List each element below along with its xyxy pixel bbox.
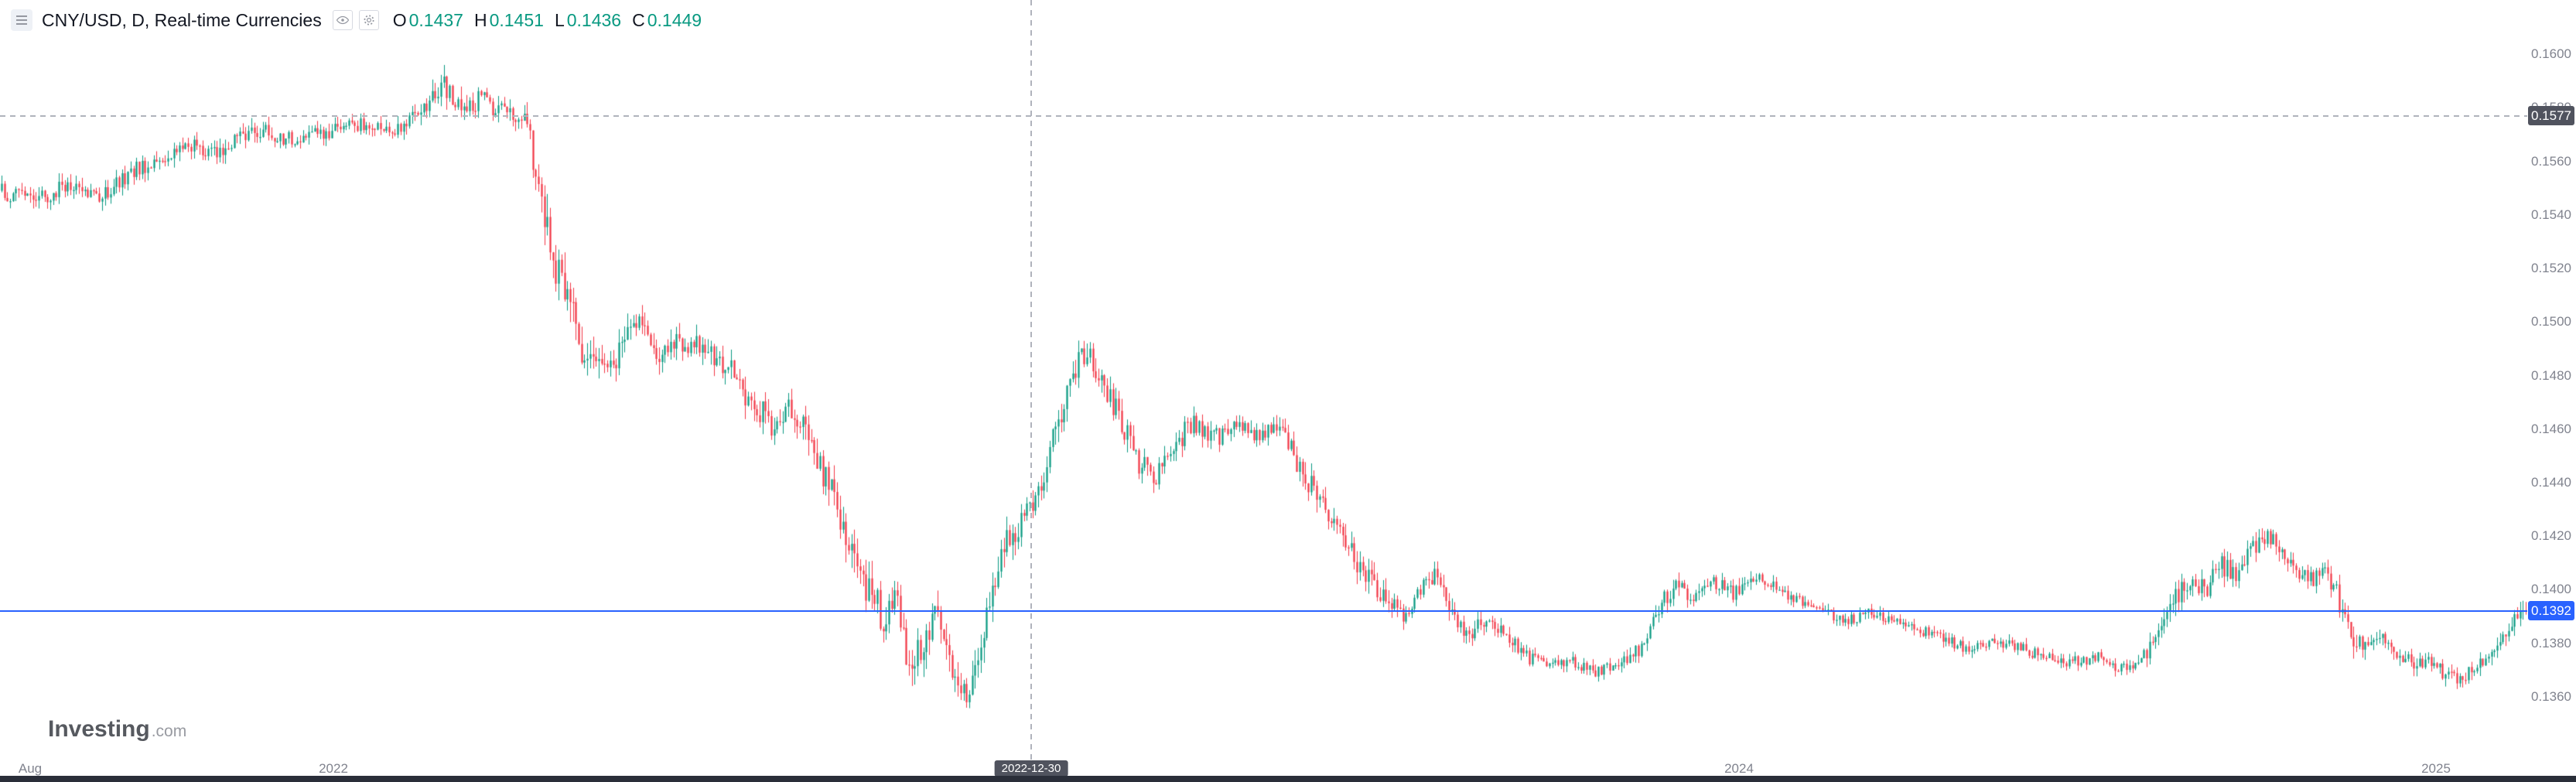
- price-axis[interactable]: 0.1360 0.1380 0.1400 0.1420 0.1440 0.1460 0.14…: [2527, 0, 2576, 761]
- price-tick-label: 0.1540: [2531, 207, 2571, 222]
- price-tick-label: 0.1480: [2531, 368, 2571, 383]
- investing-logo: Investing .com: [48, 716, 186, 743]
- time-tick-label: 2024: [1724, 761, 1754, 776]
- investing-logo-brand: Investing: [48, 716, 150, 742]
- last-price-badge: 0.1392: [2528, 601, 2574, 620]
- price-tick-label: 0.1400: [2531, 582, 2571, 596]
- symbol-title[interactable]: CNY/USD, D, Real-time Currencies: [42, 9, 322, 30]
- ohlc-low-value: 0.1436: [566, 9, 622, 30]
- price-tick-label: 0.1420: [2531, 528, 2571, 543]
- chart-legend: CNY/USD, D, Real-time Currencies O 0.1437…: [11, 9, 702, 31]
- price-tick-label: 0.1380: [2531, 636, 2571, 651]
- investing-logo-suffix: .com: [151, 722, 187, 740]
- last-price-line: [0, 610, 2527, 612]
- bottom-bar: [0, 776, 2576, 782]
- ohlc-open-label: O: [392, 9, 407, 30]
- time-tick-label: Aug: [18, 761, 43, 776]
- price-tick-label: 0.1360: [2531, 689, 2571, 704]
- date-badge[interactable]: 2022-12-30: [994, 760, 1068, 777]
- ohlc-open-value: 0.1437: [408, 9, 463, 30]
- ohlc-high-value: 0.1451: [489, 9, 544, 30]
- time-axis[interactable]: 2025 2024 2022 Aug 2022-12-30: [0, 760, 2576, 777]
- candlestick-chart[interactable]: [0, 0, 2527, 761]
- ohlc-high-label: H: [473, 9, 487, 30]
- alert-price-line[interactable]: [0, 115, 2527, 117]
- ohlc-close-label: C: [632, 9, 645, 30]
- symbol-menu-icon[interactable]: [11, 9, 32, 31]
- date-marker-line: [1030, 0, 1032, 761]
- price-tick-label: 0.1520: [2531, 261, 2571, 275]
- price-tick-label: 0.1500: [2531, 314, 2571, 329]
- price-tick-label: 0.1600: [2531, 46, 2571, 61]
- time-tick-label: 2025: [2421, 761, 2451, 776]
- eye-icon[interactable]: [332, 10, 353, 30]
- time-tick-label: 2022: [319, 761, 348, 776]
- ohlc-readout: O 0.1437 H 0.1451 L 0.1436 C 0.1449: [393, 10, 702, 31]
- ohlc-close-value: 0.1449: [647, 9, 702, 30]
- price-tick-label: 0.1440: [2531, 475, 2571, 490]
- alert-price-badge[interactable]: 0.1577: [2528, 106, 2574, 125]
- price-tick-label: 0.1460: [2531, 422, 2571, 436]
- ohlc-low-label: L: [554, 9, 565, 30]
- settings-icon[interactable]: [358, 10, 379, 30]
- price-tick-label: 0.1560: [2531, 154, 2571, 169]
